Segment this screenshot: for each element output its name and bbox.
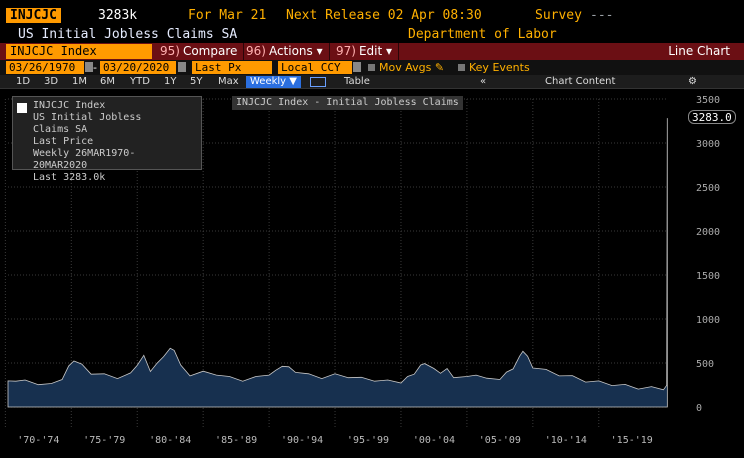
range-5y[interactable]: 5Y	[190, 76, 203, 87]
frequency-select[interactable]: Weekly ▼	[246, 76, 301, 88]
y-tick-label: 1500	[696, 271, 720, 282]
range-1y[interactable]: 1Y	[164, 76, 177, 87]
y-axis-ticks: 0 500 1000 1500 2000 2500 3000 3500	[696, 95, 720, 414]
survey-label: Survey	[535, 8, 582, 23]
series-area	[7, 118, 668, 408]
range-1m[interactable]: 1M	[72, 76, 87, 87]
y-tick-label: 2000	[696, 227, 720, 238]
series-legend-top[interactable]: INJCJC Index - Initial Jobless Claims	[232, 96, 463, 110]
actions-menu[interactable]: 96) Actions ▾	[246, 43, 330, 60]
main-toolbar: INJCJC Index 95) Compare 96) Actions ▾ 97)…	[0, 43, 744, 60]
mov-avgs-checkbox-icon	[368, 64, 375, 71]
last-value-marker: 3283.0	[688, 110, 736, 124]
x-tick-label: '15-'19	[611, 435, 653, 446]
price-field-select[interactable]: Last Px	[192, 61, 272, 74]
start-calendar-icon[interactable]	[85, 62, 93, 72]
edit-menu[interactable]: 97) Edit ▾	[336, 43, 400, 60]
source-department: Department of Labor	[408, 27, 557, 42]
key-events-toggle[interactable]: Key Events	[458, 60, 530, 75]
table-button[interactable]: Table	[344, 76, 370, 87]
x-tick-label: '85-'89	[215, 435, 257, 446]
mov-avgs-label: Mov Avgs	[379, 61, 432, 74]
period-label: For Mar 21	[188, 8, 267, 23]
y-tick-label: 0	[696, 403, 702, 414]
range-max[interactable]: Max	[218, 76, 239, 87]
x-tick-label: '05-'09	[479, 435, 521, 446]
legend-line: Last 3283.0k	[33, 172, 106, 183]
actions-label: Actions ▾	[268, 44, 323, 58]
x-tick-label: '90-'94	[281, 435, 323, 446]
legend-line: Last Price	[33, 136, 94, 147]
y-tick-label: 500	[696, 359, 714, 370]
current-value: 3283k	[98, 8, 138, 23]
date-controls: 03/26/1970 - 03/20/2020 Last Px Local CC…	[0, 60, 744, 75]
survey-value: ---	[590, 8, 614, 23]
y-tick-label: 2500	[696, 183, 720, 194]
gear-icon[interactable]: ⚙	[688, 76, 697, 87]
x-tick-label: '00-'04	[413, 435, 455, 446]
chart-area	[7, 118, 668, 408]
currency-dropdown-icon[interactable]	[353, 62, 361, 72]
range-6m[interactable]: 6M	[100, 76, 115, 87]
compare-shortcut: 95)	[160, 44, 180, 58]
security-input[interactable]: INJCJC Index	[6, 44, 152, 59]
end-date-input[interactable]: 03/20/2020	[100, 61, 176, 74]
actions-shortcut: 96)	[246, 44, 266, 58]
x-tick-label: '95-'99	[347, 435, 389, 446]
legend-line: INJCJC Index	[33, 100, 106, 111]
range-1d[interactable]: 1D	[16, 76, 31, 87]
y-tick-label: 1000	[696, 315, 720, 326]
start-date-input[interactable]: 03/26/1970	[6, 61, 84, 74]
chart-content-button[interactable]: Chart Content	[545, 76, 616, 87]
jobless-claims-chart[interactable]: 0 500 1000 1500 2000 2500 3000 3500 '70-'74 '75-…	[0, 89, 744, 458]
legend-line: US Initial Jobless Claims SA	[33, 112, 142, 135]
compare-label: Compare	[182, 44, 238, 58]
range-ytd[interactable]: YTD	[130, 76, 150, 87]
ticker-badge[interactable]: INJCJC	[6, 8, 61, 23]
end-calendar-icon[interactable]	[178, 62, 186, 72]
key-events-label: Key Events	[469, 61, 530, 74]
next-release: Next Release 02 Apr 08:30	[286, 8, 482, 23]
series-name: US Initial Jobless Claims SA	[18, 27, 238, 42]
range-3d[interactable]: 3D	[44, 76, 59, 87]
x-tick-label: '70-'74	[17, 435, 59, 446]
legend-swatch	[17, 103, 27, 113]
compare-button[interactable]: 95) Compare	[160, 43, 245, 60]
y-tick-label: 3000	[696, 139, 720, 150]
series-description: US Initial Jobless Claims SA Department …	[0, 27, 744, 43]
x-tick-label: '80-'84	[149, 435, 191, 446]
x-tick-label: '75-'79	[83, 435, 125, 446]
date-separator: -	[93, 61, 97, 74]
collapse-arrows-icon[interactable]: «	[480, 76, 487, 87]
x-axis-ticks: '70-'74 '75-'79 '80-'84 '85-'89 '90-'94 '95-'…	[17, 435, 653, 446]
range-bar: 1D 3D 1M 6M YTD 1Y 5Y Max Weekly ▼ Table…	[0, 75, 744, 89]
legend-line: Weekly 26MAR1970-20MAR2020	[33, 148, 136, 171]
edit-label: Edit ▾	[358, 44, 393, 58]
key-events-checkbox-icon	[458, 64, 465, 71]
y-tick-label: 3500	[696, 95, 720, 106]
x-tick-label: '10-'14	[545, 435, 587, 446]
mov-avgs-toggle[interactable]: Mov Avgs ✎	[368, 60, 444, 75]
legend-box[interactable]: INJCJC Index US Initial Jobless Claims S…	[12, 96, 202, 183]
edit-shortcut: 97)	[336, 44, 356, 58]
title-bar: INJCJC 3283k For Mar 21 Next Release 02 …	[0, 8, 744, 24]
currency-select[interactable]: Local CCY	[278, 61, 352, 74]
chart-type-label[interactable]: Line Chart	[668, 44, 730, 58]
line-style-icon[interactable]	[310, 77, 326, 87]
